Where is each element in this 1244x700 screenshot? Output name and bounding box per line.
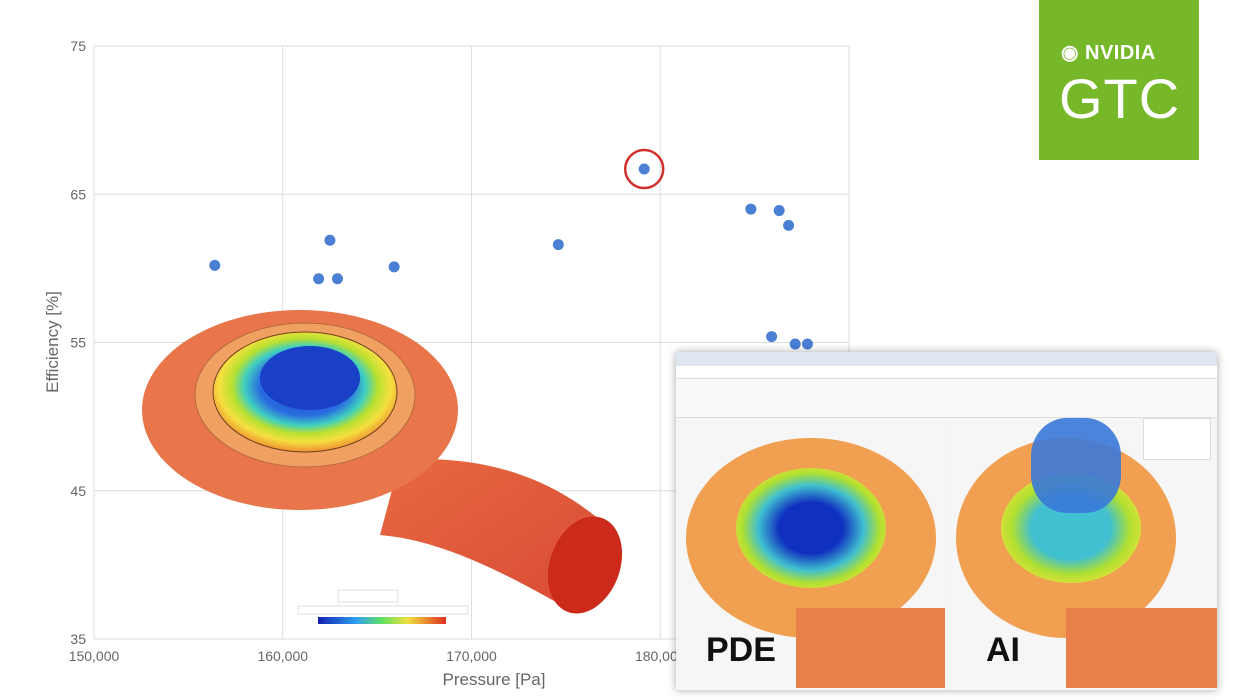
nvidia-eye-icon: ◉ NVIDIA — [1061, 42, 1156, 64]
x-tick-label: 150,000 — [69, 648, 120, 664]
y-tick-label: 45 — [70, 483, 86, 499]
highlighted-data-point — [638, 163, 650, 175]
data-point — [745, 203, 757, 215]
highlight-ring — [623, 148, 665, 190]
properties-panel — [1143, 418, 1211, 460]
app-toolbar — [676, 379, 1217, 418]
data-point — [388, 261, 400, 273]
pump-simulation-render — [142, 310, 623, 614]
nvidia-gtc-logo: ◉ NVIDIA GTC — [1039, 0, 1199, 160]
pde-label: PDE — [706, 631, 776, 669]
x-axis-label: Pressure [Pa] — [443, 670, 546, 689]
data-points — [209, 148, 813, 350]
data-point — [209, 259, 221, 271]
data-point — [801, 338, 813, 350]
x-tick-label: 170,000 — [446, 648, 497, 664]
y-tick-label: 55 — [70, 335, 86, 351]
event-text: GTC — [1059, 67, 1181, 130]
y-tick-label: 35 — [70, 631, 86, 647]
x-tick-label: 160,000 — [257, 648, 308, 664]
viewport-ai: AI — [946, 418, 1217, 690]
y-tick-label: 75 — [70, 38, 86, 54]
data-point — [789, 338, 801, 350]
data-point — [313, 273, 325, 285]
y-axis-label: Efficiency [%] — [43, 291, 62, 393]
viewport-pde: PDE — [676, 418, 945, 690]
data-point — [766, 331, 778, 343]
ai-label: AI — [986, 631, 1020, 669]
data-point — [324, 234, 336, 246]
color-legend-bar — [297, 589, 469, 624]
data-point — [552, 239, 564, 251]
tick-labels: 150,000 160,000 170,000 180,000 75 65 55 45 35 — [69, 38, 686, 664]
data-point — [783, 219, 795, 231]
browser-tab-bar — [676, 352, 1217, 366]
app-screenshot-inset: PDE AI — [676, 352, 1217, 690]
browser-address-bar — [676, 366, 1217, 379]
brand-text: NVIDIA — [1085, 42, 1156, 64]
data-point — [331, 273, 343, 285]
y-tick-label: 65 — [70, 186, 86, 202]
data-point — [773, 205, 785, 217]
x-tick-label: 180,000 — [635, 648, 686, 664]
